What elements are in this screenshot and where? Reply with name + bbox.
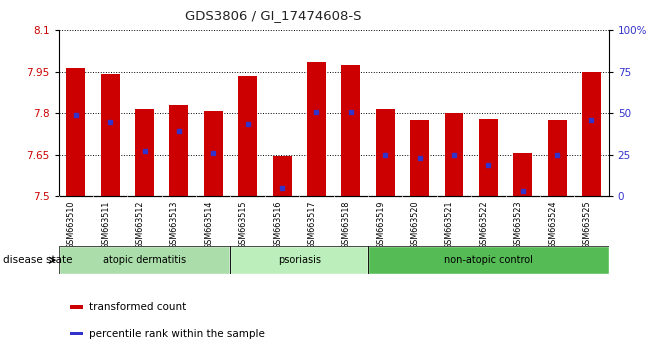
Bar [66, 68, 85, 196]
Text: GSM663522: GSM663522 [479, 200, 488, 249]
Text: GSM663523: GSM663523 [514, 200, 523, 249]
Text: GSM663524: GSM663524 [548, 200, 557, 249]
Text: GSM663518: GSM663518 [342, 200, 351, 249]
Text: GSM663511: GSM663511 [101, 200, 110, 249]
Text: GDS3806 / GI_17474608-S: GDS3806 / GI_17474608-S [185, 9, 362, 22]
Text: GSM663512: GSM663512 [135, 200, 145, 249]
Bar [307, 62, 326, 196]
Bar [204, 110, 223, 196]
Bar [479, 119, 498, 196]
Text: GSM663514: GSM663514 [204, 200, 214, 249]
Text: atopic dermatitis: atopic dermatitis [103, 255, 186, 265]
Bar [101, 74, 120, 196]
Bar [445, 113, 464, 196]
Text: psoriasis: psoriasis [278, 255, 321, 265]
Bar [70, 306, 83, 309]
Text: GSM663520: GSM663520 [411, 200, 420, 249]
Text: percentile rank within the sample: percentile rank within the sample [89, 329, 265, 339]
Text: disease state: disease state [3, 255, 73, 265]
Bar [238, 76, 257, 196]
Text: GSM663519: GSM663519 [376, 200, 385, 249]
Text: GSM663515: GSM663515 [239, 200, 247, 249]
Text: GSM663510: GSM663510 [67, 200, 76, 249]
Bar [70, 332, 83, 335]
Text: GSM663517: GSM663517 [307, 200, 316, 249]
Bar [135, 109, 154, 196]
Text: GSM663521: GSM663521 [445, 200, 454, 249]
Text: GSM663525: GSM663525 [583, 200, 592, 249]
Bar [273, 156, 292, 196]
Text: non-atopic control: non-atopic control [444, 255, 533, 265]
Bar [376, 109, 395, 196]
Text: GSM663513: GSM663513 [170, 200, 179, 249]
Bar [582, 72, 601, 196]
Bar [169, 105, 188, 196]
Bar [230, 246, 368, 274]
Bar [547, 120, 566, 196]
Text: transformed count: transformed count [89, 302, 186, 312]
Bar [341, 65, 360, 196]
Bar [410, 120, 429, 196]
Text: GSM663516: GSM663516 [273, 200, 282, 249]
Bar [59, 246, 230, 274]
Bar [513, 154, 532, 196]
Bar [368, 246, 609, 274]
